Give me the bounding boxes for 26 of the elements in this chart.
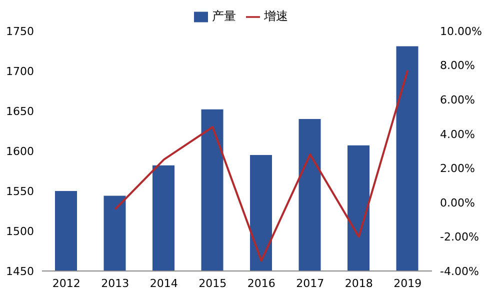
y2-tick-label: -2.00% [440,230,479,244]
x-tick-label: 2013 [101,276,130,290]
x-tick-label: 2012 [52,276,80,290]
x-tick-label: 2016 [247,276,276,290]
y2-tick-label: 0.00% [440,196,475,210]
y-tick-label: 1550 [6,184,34,198]
y-tick-label: 1700 [6,64,34,78]
x-tick-label: 2017 [296,276,324,290]
x-tick-label: 2014 [150,276,178,290]
legend-label: 增速 [264,9,288,23]
y2-tick-label: 6.00% [440,93,475,106]
legend-label: 产量 [212,9,236,23]
line-series [114,69,409,262]
y2-tick-label: -4.00% [440,264,479,278]
y2-tick-label: 2.00% [440,162,475,176]
y-tick-label: 1450 [6,264,34,278]
y-tick-label: 1650 [6,104,34,118]
x-tick-label: 2018 [344,276,373,290]
y2-tick-label: 10.00% [440,24,482,38]
y2-tick-label: 4.00% [440,128,475,141]
x-tick-label: 2015 [198,276,227,290]
y2-tick-label: 8.00% [440,59,475,72]
x-tick-label: 2019 [394,276,422,290]
y-tick-label: 1500 [6,224,34,238]
y-tick-label: 1750 [6,24,34,38]
y-tick-label: 1600 [6,144,34,158]
